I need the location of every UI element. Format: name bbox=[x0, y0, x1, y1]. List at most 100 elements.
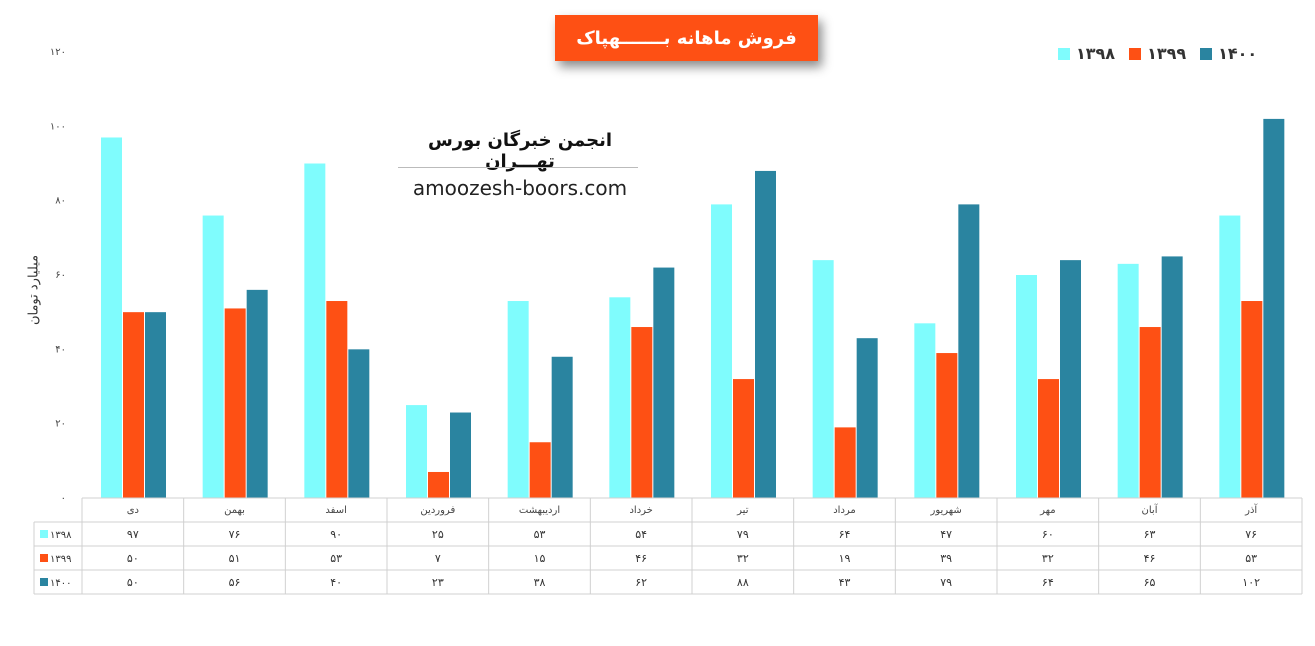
bar-1400-10 bbox=[1161, 256, 1183, 498]
x-tick-label: اردیبهشت bbox=[519, 505, 560, 516]
bar-1398-1 bbox=[202, 215, 224, 499]
legend-swatch-1398 bbox=[1058, 47, 1070, 60]
bar-1399-4 bbox=[529, 442, 551, 498]
legend-item-1399: ۱۳۹۹ bbox=[1129, 44, 1186, 63]
data-label-1399: ۱۵ bbox=[534, 552, 546, 565]
data-label-1400: ۸۸ bbox=[737, 576, 749, 589]
bar-1400-8 bbox=[958, 204, 980, 498]
legend-label-1399: ۱۳۹۹ bbox=[1147, 44, 1187, 63]
data-label-1398: ۷۶ bbox=[1245, 528, 1257, 541]
data-label-1399: ۳۹ bbox=[940, 552, 952, 565]
data-label-1400: ۳۸ bbox=[534, 576, 546, 589]
data-label-1398: ۶۴ bbox=[839, 528, 851, 541]
data-label-1400: ۶۴ bbox=[1042, 576, 1054, 589]
y-tick-label: ۱۰۰ bbox=[50, 121, 66, 132]
bar-1400-9 bbox=[1060, 260, 1081, 498]
bar-1399-9 bbox=[1038, 379, 1059, 498]
x-tick-label: خرداد bbox=[629, 505, 652, 516]
data-label-1400: ۶۵ bbox=[1144, 576, 1156, 589]
y-axis-label: میلیارد تومان bbox=[26, 254, 42, 326]
data-label-1400: ۶۲ bbox=[635, 576, 647, 589]
table-row-name: ۱۳۹۸ bbox=[50, 530, 72, 541]
watermark-url: amoozesh-boors.com bbox=[412, 176, 628, 200]
legend-label-1400: ۱۴۰۰ bbox=[1218, 44, 1258, 63]
bar-1399-1 bbox=[224, 308, 246, 498]
data-label-1400: ۱۰۲ bbox=[1242, 576, 1260, 589]
bar-1400-5 bbox=[653, 267, 675, 498]
bar-1398-3 bbox=[406, 405, 427, 498]
legend: ۱۳۹۸ ۱۳۹۹ ۱۴۰۰ bbox=[1058, 44, 1257, 63]
legend-item-1400: ۱۴۰۰ bbox=[1200, 44, 1257, 63]
data-label-1398: ۷۹ bbox=[737, 528, 749, 541]
data-label-1398: ۶۳ bbox=[1144, 528, 1156, 541]
watermark-divider bbox=[398, 167, 638, 168]
legend-swatch-1399 bbox=[1129, 47, 1142, 60]
data-label-1400: ۴۳ bbox=[839, 576, 851, 589]
data-label-1399: ۴۶ bbox=[635, 552, 647, 565]
data-label-1399: ۵۳ bbox=[1245, 552, 1257, 565]
data-label-1399: ۵۰ bbox=[127, 552, 139, 565]
data-label-1400: ۴۰ bbox=[330, 576, 342, 589]
bar-1398-4 bbox=[507, 301, 529, 498]
bar-1400-0 bbox=[145, 312, 166, 498]
legend-label-1398: ۱۳۹۸ bbox=[1076, 44, 1116, 63]
data-label-1398: ۷۶ bbox=[229, 528, 241, 541]
data-label-1399: ۴۶ bbox=[1144, 552, 1156, 565]
data-label-1398: ۹۷ bbox=[127, 528, 139, 541]
bar-1399-6 bbox=[733, 379, 754, 498]
bar-1399-3 bbox=[428, 471, 449, 498]
bar-1400-2 bbox=[348, 349, 370, 498]
bar-1399-11 bbox=[1241, 301, 1263, 498]
bar-1399-10 bbox=[1139, 327, 1161, 498]
data-label-1400: ۷۹ bbox=[940, 576, 952, 589]
data-label-1400: ۵۶ bbox=[229, 576, 241, 589]
x-tick-label: شهریور bbox=[930, 505, 962, 516]
table-row-name: ۱۴۰۰ bbox=[50, 578, 71, 589]
bar-1398-11 bbox=[1219, 215, 1241, 499]
data-label-1399: ۵۱ bbox=[229, 552, 241, 565]
x-tick-label: فروردین bbox=[420, 505, 455, 516]
bar-1398-8 bbox=[914, 323, 936, 498]
watermark-org: انجمن خبرگان بورس تهـــران bbox=[427, 130, 613, 172]
bar-1398-7 bbox=[812, 260, 834, 498]
table-legend-key-1398 bbox=[40, 530, 48, 538]
x-tick-label: بهمن bbox=[224, 505, 245, 516]
table-legend-key-1400 bbox=[40, 578, 48, 586]
y-tick-label: ۴۰ bbox=[55, 344, 66, 355]
bar-1399-7 bbox=[834, 427, 856, 498]
bar-1398-9 bbox=[1016, 275, 1037, 498]
legend-swatch-1400 bbox=[1200, 47, 1213, 60]
y-tick-label: ۰ bbox=[61, 493, 66, 504]
legend-item-1398: ۱۳۹۸ bbox=[1058, 44, 1115, 63]
y-tick-label: ۲۰ bbox=[55, 419, 66, 430]
bar-1400-11 bbox=[1263, 118, 1285, 499]
bar-1399-2 bbox=[326, 301, 348, 498]
chart-title: فروش ماهانه بـــــــهپاک bbox=[576, 27, 797, 49]
data-label-1398: ۹۰ bbox=[330, 528, 342, 541]
bar-1398-2 bbox=[304, 163, 326, 498]
bar-1398-10 bbox=[1117, 263, 1139, 498]
data-label-1400: ۲۳ bbox=[432, 576, 444, 589]
bar-1398-5 bbox=[609, 297, 631, 498]
chart-title-box: فروش ماهانه بـــــــهپاک bbox=[555, 15, 818, 61]
bar-1398-0 bbox=[101, 137, 122, 498]
data-label-1399: ۷ bbox=[435, 552, 441, 565]
bar-1400-1 bbox=[246, 289, 268, 498]
bar-1400-4 bbox=[551, 356, 573, 498]
data-label-1398: ۲۵ bbox=[432, 528, 444, 541]
bar-1400-3 bbox=[450, 412, 471, 498]
bar-1399-8 bbox=[936, 353, 958, 498]
y-tick-label: ۱۲۰ bbox=[50, 47, 66, 58]
bar-1400-7 bbox=[856, 338, 878, 498]
data-label-1399: ۵۳ bbox=[330, 552, 342, 565]
data-label-1399: ۳۲ bbox=[1042, 552, 1054, 565]
y-tick-label: ۶۰ bbox=[55, 270, 66, 281]
x-tick-label: مهر bbox=[1039, 505, 1055, 516]
data-label-1399: ۱۹ bbox=[839, 552, 851, 565]
bar-1400-6 bbox=[755, 170, 776, 498]
table-row-name: ۱۳۹۹ bbox=[50, 554, 71, 565]
x-tick-label: دی bbox=[127, 505, 139, 516]
data-label-1398: ۵۳ bbox=[534, 528, 546, 541]
bar-1399-5 bbox=[631, 327, 653, 498]
